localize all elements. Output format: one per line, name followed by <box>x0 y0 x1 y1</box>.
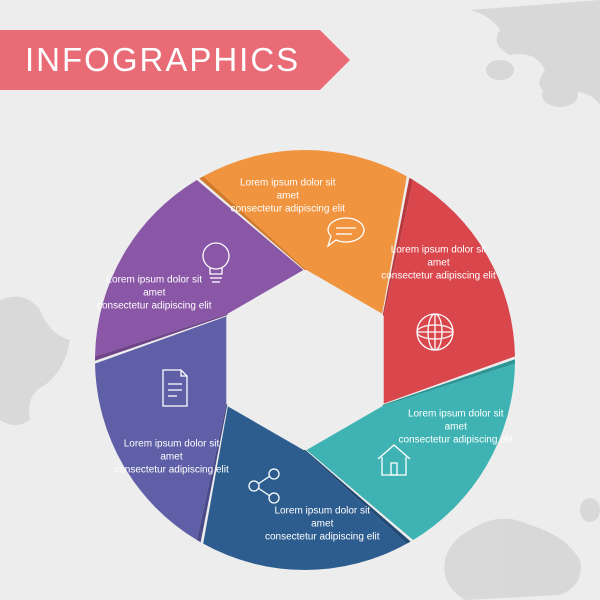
aperture-chart <box>0 0 600 600</box>
canvas: INFOGRAPHICS Lorem ipsum dolor sit ametc… <box>0 0 600 600</box>
